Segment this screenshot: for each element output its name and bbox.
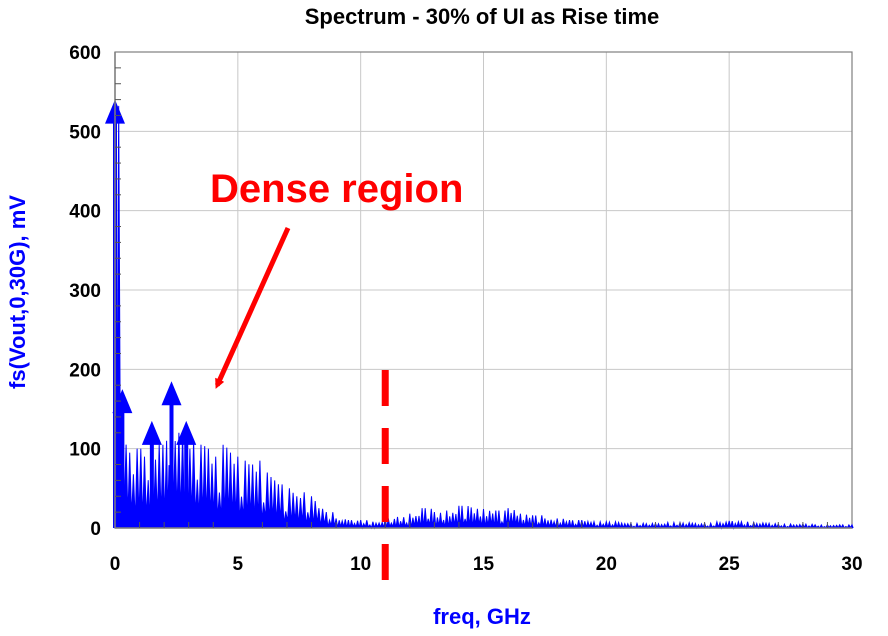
annotation-layer: Dense region bbox=[210, 167, 463, 595]
y-tick-label: 200 bbox=[69, 360, 101, 381]
x-tick-label: 30 bbox=[841, 554, 862, 575]
peak-marker bbox=[112, 389, 133, 414]
peak-marker bbox=[161, 381, 182, 406]
y-tick-label: 0 bbox=[90, 519, 101, 540]
series-layer bbox=[105, 99, 854, 530]
y-axis-label: fs(Vout,0,30G), mV bbox=[5, 195, 30, 389]
x-tick-label: 10 bbox=[350, 554, 371, 575]
y-tick-label: 600 bbox=[69, 43, 101, 64]
axes bbox=[114, 52, 852, 529]
annotation-arrow bbox=[214, 226, 291, 389]
x-tick-label: 15 bbox=[473, 554, 495, 575]
grid-lines bbox=[115, 52, 852, 528]
series-area bbox=[114, 103, 854, 530]
x-tick-labels: 0 5 10 15 20 25 30 bbox=[110, 554, 863, 575]
x-tick-label: 5 bbox=[233, 554, 244, 575]
x-tick-label: 20 bbox=[596, 554, 617, 575]
chart-title: Spectrum - 30% of UI as Rise time bbox=[305, 4, 660, 29]
x-tick-label: 0 bbox=[110, 554, 121, 575]
y-tick-label: 500 bbox=[69, 122, 101, 143]
x-tick-label: 25 bbox=[719, 554, 741, 575]
y-tick-label: 400 bbox=[69, 202, 101, 223]
y-tick-label: 100 bbox=[69, 440, 101, 461]
dense-region-annotation: Dense region bbox=[210, 167, 463, 211]
peak-marker bbox=[141, 420, 162, 445]
y-tick-label: 300 bbox=[69, 281, 101, 302]
x-axis-label: freq, GHz bbox=[433, 604, 531, 629]
peak-marker bbox=[176, 420, 197, 445]
y-tick-labels: 0 100 200 300 400 500 600 bbox=[69, 43, 101, 540]
